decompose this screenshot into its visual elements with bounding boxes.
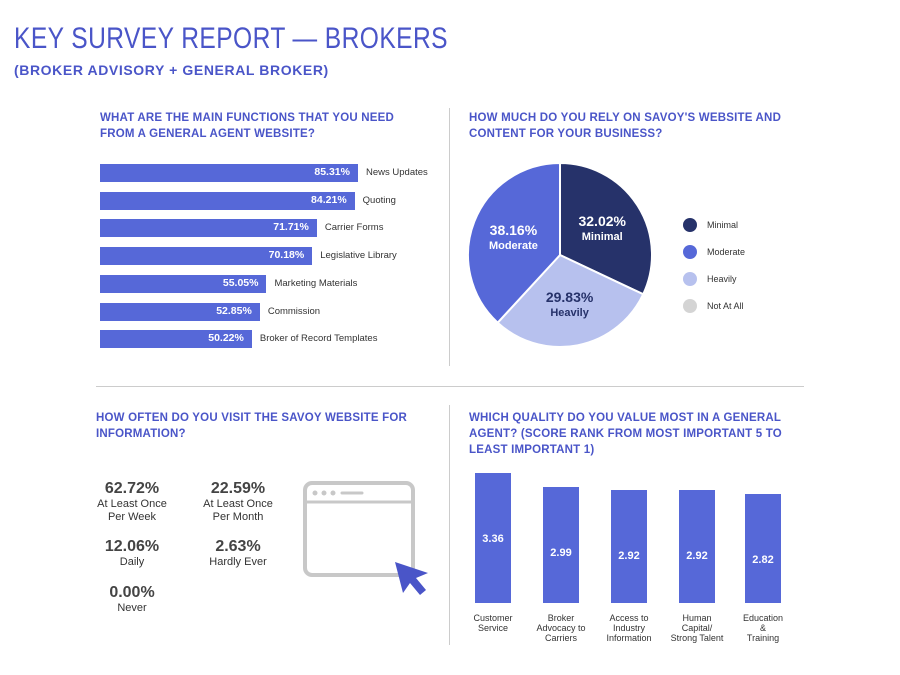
pie-slice-name-label: Heavily [550, 307, 589, 319]
visit-stat: 0.00% Never [72, 584, 192, 615]
pie-slice-moderate [467, 161, 561, 325]
visit-stat-value: 12.06% [104, 538, 160, 555]
cursor-arrow-icon [395, 562, 428, 595]
bar-value-label: 2.99 [550, 547, 572, 560]
bar: 70.18% [100, 247, 313, 266]
legend-swatch [683, 272, 697, 286]
legend-label: Heavily [707, 274, 737, 284]
bar-category-label: Broker Advocacy to Carriers [519, 613, 603, 643]
pie-value-label: 29.83% [546, 289, 594, 305]
visit-stat-label: Hardly Ever [209, 556, 267, 568]
legend-swatch [683, 218, 697, 232]
bar-value-label: 2.92 [686, 550, 708, 563]
bar-category-line: Training [746, 633, 780, 643]
bar [679, 490, 715, 603]
functions-question: WHAT ARE THE MAIN FUNCTIONS THAT YOU NEE… [100, 112, 394, 140]
bar-category-label: Human Capital/Strong Talent [655, 613, 739, 643]
bar-value-label: 84.21% [311, 193, 347, 206]
visit-stat-label: Per Week [107, 511, 157, 523]
bar-category-line: Capital/ [681, 623, 713, 633]
bar-category-line: Advocacy to [536, 623, 586, 633]
bar-category-line: & [759, 623, 766, 633]
pie-value-label: 38.16% [490, 222, 538, 238]
bar-category-line: Access to [609, 613, 649, 623]
bar-category-label: Customer Service [451, 613, 535, 633]
bar-category-label: Legislative Library [320, 250, 397, 262]
visit-stat: 62.72% At Least Once Per Week [72, 480, 192, 524]
bar-category-label: Carrier Forms [324, 222, 384, 234]
reliance-question: HOW MUCH DO YOU RELY ON SAVOY'S WEBSITE … [469, 112, 782, 140]
bar-value-label: 2.82 [752, 553, 774, 566]
legend-swatch [683, 299, 697, 313]
pie-slice-name-label: Minimal [582, 231, 623, 243]
visit-stat-value: 2.63% [215, 538, 261, 555]
bar-category-label: Commission [267, 305, 321, 317]
bar-value-label: 3.36 [482, 533, 504, 545]
bar-category-label: Quoting [362, 194, 396, 206]
divider-top-vertical [449, 108, 450, 366]
bar: 55.05% [100, 274, 267, 293]
bar-category-label: Broker of Record Templates [259, 333, 378, 345]
visit-stat: 12.06% Daily [72, 538, 192, 569]
visit-question: HOW OFTEN DO YOU VISIT THE SAVOY WEBSITE… [96, 412, 408, 440]
bar-category-line: Strong Talent [670, 633, 724, 643]
bar-category-line: Industry [612, 623, 645, 633]
bar-category-line: Broker [547, 613, 575, 623]
page-title: KEY SURVEY REPORT — BROKERS [14, 22, 448, 55]
bar-value-label: 52.85% [216, 304, 252, 317]
bar-value-label: 55.05% [222, 276, 259, 289]
bar-category-line: Carriers [544, 633, 577, 643]
pie-slice-heavily [496, 253, 645, 348]
pie-slice-name-label: Moderate [489, 240, 538, 252]
bar: 50.22% [100, 330, 252, 349]
bar: 84.21% [100, 191, 355, 210]
visit-stat-value: 0.00% [109, 584, 155, 601]
bar [543, 487, 579, 603]
browser-window-icon [303, 481, 428, 595]
visit-stat: 2.63% Hardly Ever [178, 538, 298, 569]
bar-category-line: Information [606, 633, 652, 643]
visit-stat-label: Daily [119, 556, 145, 568]
visit-stat-label: At Least Once [203, 498, 273, 510]
visit-stat-label: Never [117, 602, 147, 614]
bar-value-label: 2.92 [618, 550, 640, 563]
visit-stat-value: 22.59% [210, 480, 266, 497]
visit-stat: 22.59% At Least Once Per Month [178, 480, 298, 524]
page-subtitle: (BROKER ADVISORY + GENERAL BROKER) [14, 62, 329, 78]
quality-question: WHICH QUALITY DO YOU VALUE MOST IN A GEN… [469, 412, 782, 456]
pie-slice-minimal [559, 161, 653, 296]
reliance-pie-chart: 32.02% Minimal 29.83% Heavily 38.16% Moderate [467, 161, 653, 348]
bar-category-label: News Updates [366, 167, 428, 178]
bar-category-label: Access to Industry Information [587, 613, 671, 643]
legend-swatch [683, 245, 697, 259]
bar-category-line: Human [682, 613, 712, 623]
bar [475, 473, 511, 603]
legend-label: Moderate [707, 247, 746, 257]
legend-label: Not At All [707, 301, 744, 311]
pie-value-label: 32.02% [578, 213, 626, 229]
bar-category-line: Service [477, 623, 508, 633]
bar-value-label: 70.18% [268, 249, 305, 262]
visit-stat-label: At Least Once [97, 498, 167, 510]
bar-category-label: Education & Training [721, 613, 805, 643]
bar-category-line: Customer [473, 613, 513, 623]
divider-horizontal [96, 386, 804, 387]
bar: 52.85% [100, 302, 260, 321]
bar-value-label: 71.71% [273, 221, 309, 234]
bar: 71.71% [100, 219, 317, 238]
divider-bottom-vertical [449, 405, 450, 645]
bar-value-label: 85.31% [314, 166, 350, 178]
bar [745, 493, 781, 603]
bar [611, 490, 647, 603]
visit-stat-value: 62.72% [104, 480, 160, 497]
bar-category-label: Marketing Materials [274, 277, 358, 289]
bar-category-line: Education [742, 613, 784, 623]
bar-value-label: 50.22% [208, 332, 244, 345]
legend-label: Minimal [707, 220, 739, 230]
visit-stat-label: Per Month [212, 511, 264, 523]
bar: 85.31% [100, 164, 358, 182]
